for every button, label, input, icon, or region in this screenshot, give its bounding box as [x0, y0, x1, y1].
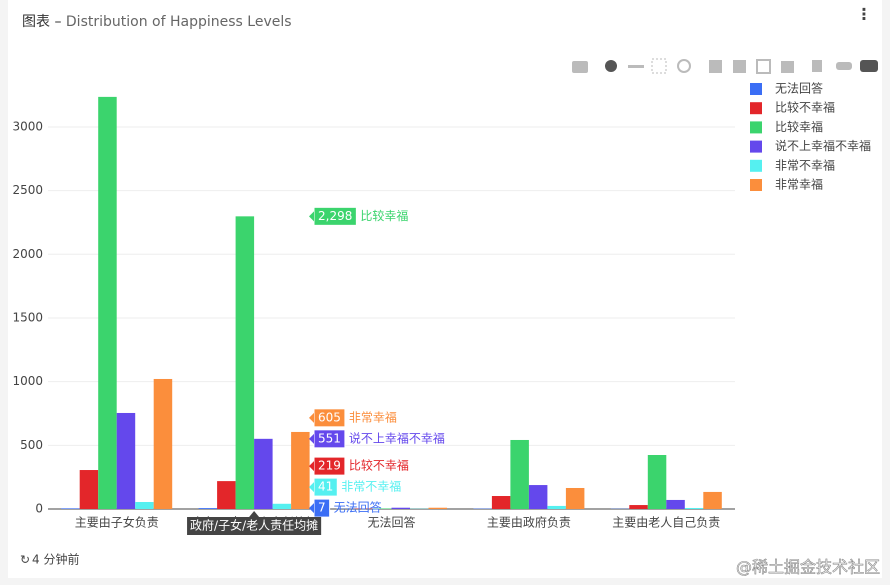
bar — [547, 505, 566, 509]
bar — [666, 499, 685, 509]
hover-value: 605 — [318, 410, 341, 424]
bar — [217, 481, 236, 509]
legend-swatch — [750, 140, 762, 153]
hover-name: 比较幸福 — [360, 208, 408, 223]
bar — [254, 438, 273, 509]
tool-select[interactable] — [651, 58, 667, 74]
hover-label: 41 非常不幸福 — [309, 477, 401, 497]
tool-camera[interactable] — [572, 61, 588, 73]
bar — [198, 508, 218, 509]
legend-label: 无法回答 — [775, 81, 823, 96]
tool-zoom[interactable] — [605, 60, 617, 72]
bar — [272, 503, 292, 509]
bar — [61, 508, 80, 509]
bar — [235, 216, 255, 509]
hover-name: 比较不幸福 — [349, 458, 409, 473]
x-tick-label: 主要由政府负责 — [487, 515, 571, 530]
y-tick-label: 2000 — [12, 247, 43, 261]
hover-category: 政府/子女/老人责任均摊 — [187, 511, 322, 535]
tool-autoscale[interactable] — [756, 59, 771, 74]
legend-label: 非常不幸福 — [775, 157, 835, 172]
legend-label: 比较幸福 — [775, 119, 823, 134]
hover-pointer — [309, 433, 314, 444]
y-tick-label: 1500 — [12, 310, 43, 324]
hover-value: 551 — [318, 431, 341, 445]
bar — [79, 470, 99, 509]
hover-pointer — [309, 412, 314, 423]
bar — [135, 501, 154, 509]
bar — [510, 439, 529, 509]
hover-value: 2,298 — [318, 209, 352, 223]
y-tick-label: 3000 — [12, 119, 43, 133]
bar — [684, 507, 704, 509]
bar — [647, 455, 667, 509]
toolbar — [572, 58, 878, 74]
refresh-icon[interactable]: ↻ — [20, 553, 30, 567]
bar — [565, 487, 585, 509]
x-tick-label: 无法回答 — [367, 515, 415, 530]
hover-pointer — [309, 482, 314, 493]
bar — [491, 496, 511, 509]
hover-category-text: 政府/子女/老人责任均摊 — [190, 518, 318, 533]
hover-value: 7 — [318, 501, 326, 515]
hover-label: 551 说不上幸福不幸福 — [309, 429, 445, 449]
legend-label: 比较不幸福 — [775, 100, 835, 115]
bar — [528, 485, 548, 509]
y-tick-label: 0 — [35, 502, 43, 516]
tool-spike[interactable] — [812, 60, 822, 72]
hover-name: 非常幸福 — [349, 409, 397, 424]
legend-swatch — [750, 159, 762, 172]
bar — [153, 378, 173, 509]
x-tick-label: 主要由子女负责 — [75, 515, 159, 530]
hover-label: 7 无法回答 — [309, 498, 382, 518]
y-tick-label: 1000 — [12, 374, 43, 388]
legend-label: 说不上幸福不幸福 — [775, 138, 871, 153]
timestamp: 4 分钟前 — [32, 552, 79, 567]
card — [8, 0, 882, 578]
menu-button[interactable]: ⋮ — [856, 5, 872, 24]
hover-value: 219 — [318, 459, 341, 473]
bar — [98, 96, 117, 510]
tool-zoom-in[interactable] — [709, 60, 722, 73]
bar — [391, 507, 410, 509]
y-tick-label: 500 — [20, 438, 43, 452]
watermark: @稀土掘金技术社区 — [736, 558, 880, 577]
bar — [291, 431, 310, 509]
hover-label: 2,298 比较幸福 — [309, 206, 408, 226]
tool-zoom-out[interactable] — [733, 60, 746, 73]
bar — [629, 505, 648, 509]
tool-hover-compare[interactable] — [860, 60, 878, 72]
hover-pointer — [309, 211, 314, 222]
card-label: 图表 – Distribution of Happiness Levels — [22, 14, 292, 30]
hover-value: 41 — [318, 480, 333, 494]
legend-label: 非常幸福 — [775, 177, 823, 192]
tool-lasso[interactable] — [677, 59, 691, 73]
hover-name: 非常不幸福 — [341, 479, 401, 494]
legend-swatch — [750, 121, 762, 134]
hover-name: 说不上幸福不幸福 — [349, 430, 445, 445]
hover-pointer — [309, 503, 314, 514]
bar — [116, 412, 136, 509]
legend-swatch — [750, 83, 762, 95]
legend-swatch — [750, 102, 762, 115]
tool-hover-closest[interactable] — [836, 62, 852, 70]
hover-pointer — [309, 461, 314, 472]
tool-reset[interactable] — [781, 61, 794, 73]
y-tick-label: 2500 — [12, 183, 43, 197]
hover-category-box — [187, 517, 322, 535]
hover-label: 605 非常幸福 — [309, 408, 397, 428]
tool-pan[interactable] — [628, 65, 644, 68]
hover-category-pointer — [249, 511, 260, 517]
x-tick-label: 主要由老人自己负责 — [612, 516, 720, 530]
hover-name: 无法回答 — [334, 500, 382, 515]
hover-label: 219 比较不幸福 — [309, 456, 409, 476]
legend-swatch — [750, 179, 762, 191]
bar — [428, 507, 447, 509]
bar — [373, 508, 392, 509]
bar — [703, 491, 722, 509]
